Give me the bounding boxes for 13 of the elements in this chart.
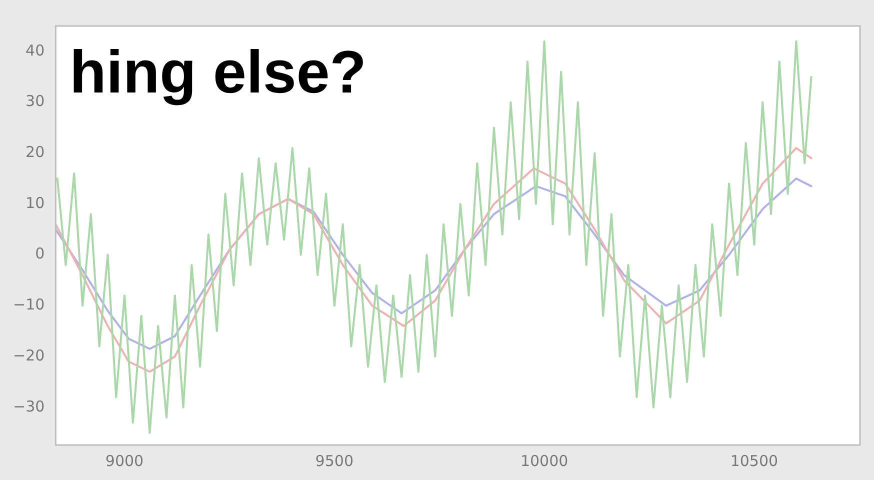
y-tick-label: 10 <box>26 194 45 212</box>
y-tick-label: 0 <box>35 244 45 263</box>
annotation: hing else? <box>70 38 366 106</box>
y-tick-label: −10 <box>13 296 45 314</box>
y-tick-label: −30 <box>13 397 45 416</box>
x-tick-label: 10000 <box>520 452 568 470</box>
x-tick-label: 9000 <box>105 452 144 470</box>
y-tick-label: 20 <box>26 143 45 162</box>
y-tick-label: 30 <box>26 92 45 110</box>
x-tick-label: 9500 <box>315 452 354 470</box>
y-tick-label: 40 <box>26 41 45 60</box>
y-tick-label: −20 <box>13 346 45 364</box>
x-tick-label: 10500 <box>730 452 778 470</box>
